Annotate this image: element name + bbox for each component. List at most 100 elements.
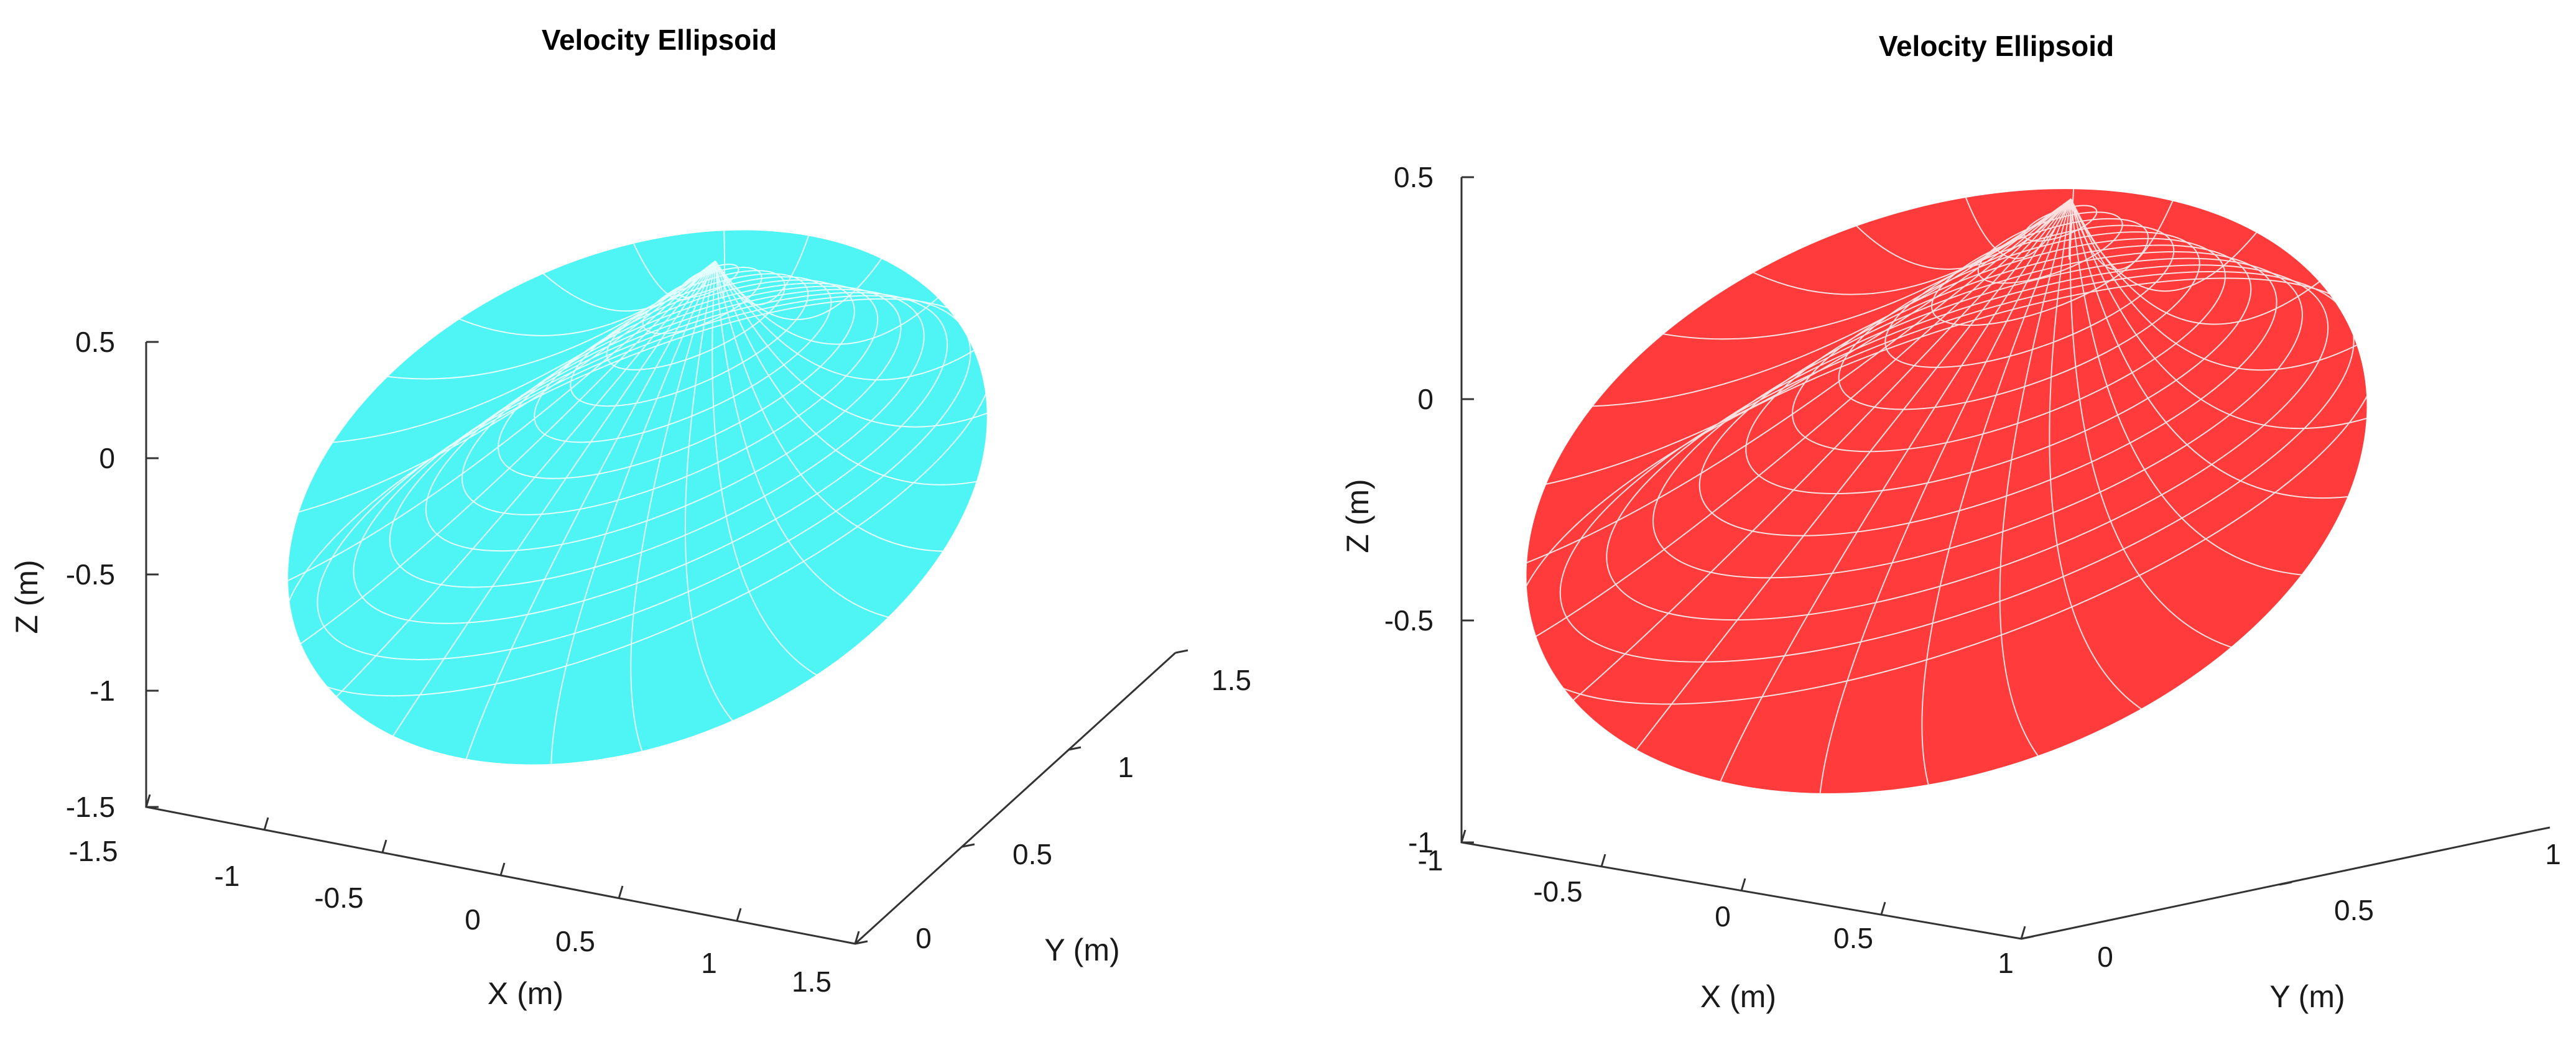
mesh-meridian <box>715 260 960 552</box>
mesh-meridian <box>550 260 716 778</box>
mesh-meridian <box>2070 198 2322 577</box>
x-axis-label: X (m) <box>1700 979 1776 1014</box>
z-tick-label: 0 <box>99 442 115 474</box>
mesh-meridian <box>1624 198 2072 765</box>
mesh-meridian <box>280 260 716 518</box>
mesh-meridian <box>715 260 1005 428</box>
x-axis: -1.5 -1 -0.5 0 0.5 1 1.5 X (m) <box>68 794 860 1011</box>
y-tick-label: 1 <box>2545 838 2561 870</box>
x-tick-label: -1 <box>215 860 240 892</box>
mesh-meridian <box>1960 183 2072 259</box>
chart-title: Velocity Ellipsoid <box>542 24 777 56</box>
mesh-parallel <box>425 285 902 552</box>
y-tick-label: 0.5 <box>2334 894 2374 926</box>
z-tick-label: -1 <box>1408 826 1434 859</box>
x-tick-label: -1 <box>1418 844 1443 877</box>
mesh-meridian <box>1845 198 2072 270</box>
z-axis: 0.5 0 -0.5 -1 Z (m) <box>1340 161 1474 859</box>
mesh-parallel <box>498 279 855 479</box>
y-tick-label: 0.5 <box>1012 838 1052 870</box>
mesh-meridian <box>715 260 994 486</box>
mesh-meridian <box>715 222 814 306</box>
mesh-meridian <box>1818 198 2072 809</box>
chart-right: Velocity Ellipsoid 0.5 0 -0.5 -1 Z (m) -… <box>1340 30 2561 1014</box>
z-tick-label: 0.5 <box>75 326 115 358</box>
mesh-parallel <box>461 282 879 515</box>
y-axis: 0 0.5 1 1.5 Y (m) <box>855 649 1251 967</box>
chart-title: Velocity Ellipsoid <box>1879 30 2114 62</box>
mesh-parallel <box>534 276 832 443</box>
mesh-meridian <box>2070 198 2388 430</box>
mesh-meridian <box>461 260 716 773</box>
mesh-meridian <box>1738 198 2072 295</box>
mesh-meridian <box>715 260 990 380</box>
x-tick-label: -0.5 <box>314 882 363 914</box>
mesh-meridian <box>2049 198 2156 718</box>
mesh-meridian <box>1505 198 2072 571</box>
mesh-meridian <box>323 260 716 709</box>
mesh-meridian <box>628 231 716 301</box>
mesh-meridian <box>285 260 716 655</box>
y-tick-label: 0 <box>915 922 932 954</box>
x-axis: -1 -0.5 0 0.5 1 X (m) <box>1418 829 2026 1014</box>
mesh-meridian <box>315 260 716 445</box>
x-tick-label: -0.5 <box>1533 875 1582 908</box>
mesh-meridian <box>2069 173 2075 260</box>
mesh-meridian <box>711 260 829 683</box>
z-tick-label: -0.5 <box>66 558 115 591</box>
mesh-meridian <box>1557 198 2072 714</box>
x-tick-label: 0.5 <box>1833 922 1873 954</box>
z-tick-label: 0.5 <box>1394 161 1434 193</box>
x-tick-label: 1 <box>1998 947 2014 979</box>
x-tick-label: 1.5 <box>792 966 832 998</box>
mesh-meridian <box>715 260 904 621</box>
y-tick-label: 1 <box>1118 751 1134 783</box>
mesh-meridian <box>2070 185 2180 270</box>
mesh-parallel <box>1698 251 2277 537</box>
mesh-parallel <box>389 288 925 588</box>
mesh-meridian <box>533 260 716 312</box>
mesh-meridian <box>2070 198 2377 371</box>
x-tick-label: 1 <box>701 947 717 979</box>
z-tick-label: -0.5 <box>1384 604 1434 637</box>
mesh-meridian <box>1713 198 2072 798</box>
x-tick-label: 0.5 <box>555 925 595 957</box>
ellipsoid-surface <box>1505 173 2388 809</box>
mesh-meridian <box>2070 198 2336 325</box>
y-tick-label: 1.5 <box>1212 664 1251 696</box>
mesh-meridian <box>715 260 952 345</box>
mesh-meridian <box>1524 198 2072 489</box>
z-tick-label: 0 <box>1417 383 1434 415</box>
x-tick-label: 0 <box>1715 900 1731 933</box>
z-axis: 0.5 0 -0.5 -1 -1.5 Z (m) <box>9 326 159 823</box>
y-tick-label: 0 <box>2097 941 2113 973</box>
mesh-meridian <box>684 260 742 731</box>
mesh-meridian <box>2069 198 2249 653</box>
mesh-meridian <box>1921 198 2072 799</box>
x-tick-label: -1.5 <box>68 835 118 867</box>
z-axis-label: Z (m) <box>9 560 44 634</box>
y-axis-label: Y (m) <box>1044 933 1119 967</box>
mesh-meridian <box>2070 198 2370 499</box>
mesh-meridian <box>384 260 716 750</box>
z-tick-label: -1 <box>90 675 115 707</box>
mesh-meridian <box>1516 198 2072 648</box>
chart-left: Velocity Ellipsoid 0.5 0 -0.5 -1 -1.5 Z … <box>9 24 1251 1011</box>
mesh-parallel <box>1606 264 2329 621</box>
mesh-meridian <box>1644 198 2072 340</box>
y-axis-label: Y (m) <box>2269 979 2345 1014</box>
z-tick-label: -1.5 <box>66 791 115 823</box>
x-tick-label: 0 <box>465 903 481 936</box>
mesh-parallel <box>353 292 948 624</box>
x-axis-label: X (m) <box>488 976 563 1011</box>
mesh-meridian <box>1999 198 2072 768</box>
mesh-meridian <box>270 260 716 589</box>
mesh-meridian <box>715 217 726 299</box>
ellipsoid-surface <box>270 217 1005 778</box>
mesh-parallel <box>1652 257 2303 579</box>
y-axis: 0 0.5 1 Y (m) <box>2021 826 2561 1014</box>
mesh-meridian <box>446 260 716 336</box>
mesh-meridian <box>630 260 716 763</box>
z-axis-label: Z (m) <box>1340 479 1375 553</box>
